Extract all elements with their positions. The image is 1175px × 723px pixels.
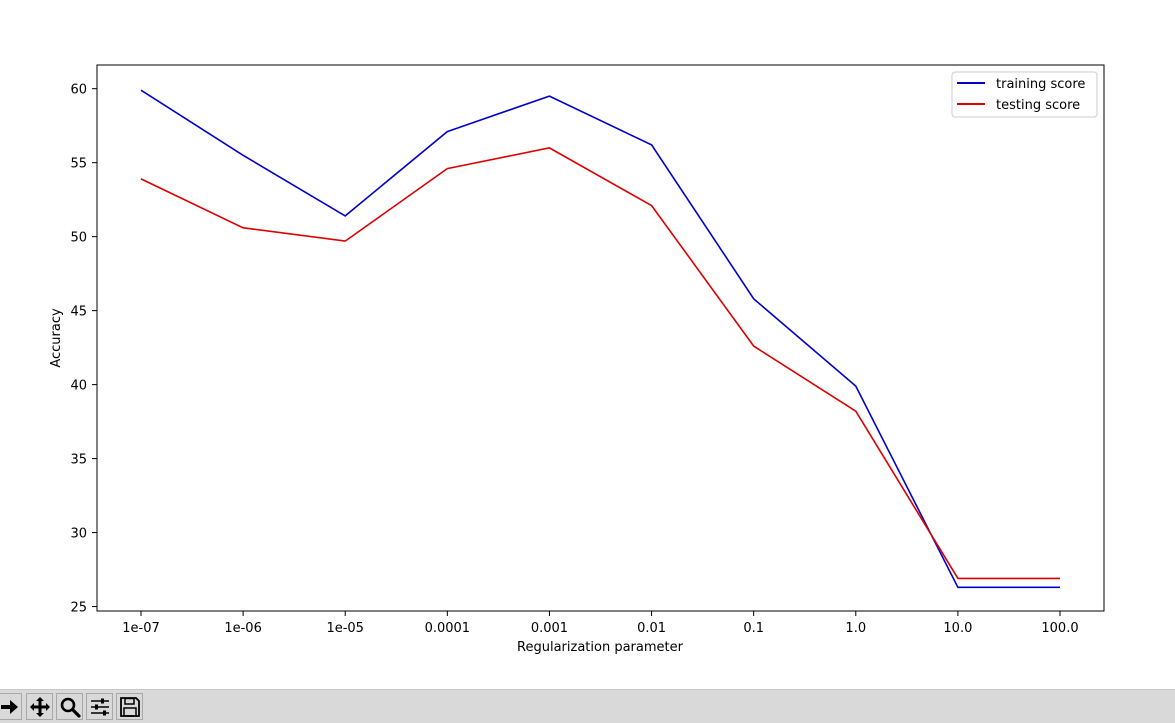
forward-button[interactable] [0,693,22,720]
series-line-testing-score [140,147,1060,580]
x-tick-label: 0.001 [531,621,568,636]
x-tick-label: 1e-05 [326,621,364,636]
x-axis-label: Regularization parameter [517,640,684,655]
save-button[interactable] [116,693,143,720]
x-tick-label: 1e-06 [224,621,262,636]
line-chart: 1e-07 1e-06 1e-05 0.0001 0.001 0.01 0.1 1.0 10.0… [49,64,1105,655]
y-axis-ticks: 25 30 35 40 45 50 55 60 [70,83,97,616]
y-axis-label: Accuracy [49,308,64,368]
move-icon [30,697,50,717]
legend-frame [951,71,1098,118]
y-tick-label: 35 [70,453,87,468]
sliders-icon [91,698,109,716]
pan-button[interactable] [26,693,53,720]
x-tick-label: 100.0 [1041,621,1078,636]
legend-label-training-score: training score [996,77,1085,92]
y-tick-label: 50 [70,231,87,246]
x-tick-label: 0.0001 [425,621,471,636]
configure-button[interactable] [86,693,113,720]
legend-label-testing-score: testing score [996,98,1080,113]
y-tick-label: 60 [70,83,87,98]
x-tick-label: 0.01 [637,621,666,636]
x-tick-label: 10.0 [943,621,972,636]
arrow-right-icon [1,700,18,714]
zoom-button[interactable] [56,693,83,720]
floppy-disk-icon [120,697,140,717]
y-tick-label: 55 [70,157,87,172]
series-line-training-score [140,89,1060,589]
y-tick-label: 25 [70,601,87,616]
navigation-toolbar [0,689,1175,723]
legend: training score testing score [951,71,1098,118]
y-tick-label: 30 [70,527,87,542]
x-tick-label: 1e-07 [122,621,160,636]
y-tick-label: 45 [70,305,87,320]
plot-area [96,64,1105,612]
magnifier-icon [60,697,81,718]
series-lines [140,89,1060,589]
x-tick-label: 1.0 [845,621,866,636]
y-tick-label: 40 [70,379,87,394]
x-tick-label: 0.1 [743,621,764,636]
figure-canvas: 1e-07 1e-06 1e-05 0.0001 0.001 0.01 0.1 1.0 10.0… [49,64,1105,655]
x-axis-ticks: 1e-07 1e-06 1e-05 0.0001 0.001 0.01 0.1 1.0 10.0… [122,611,1079,636]
